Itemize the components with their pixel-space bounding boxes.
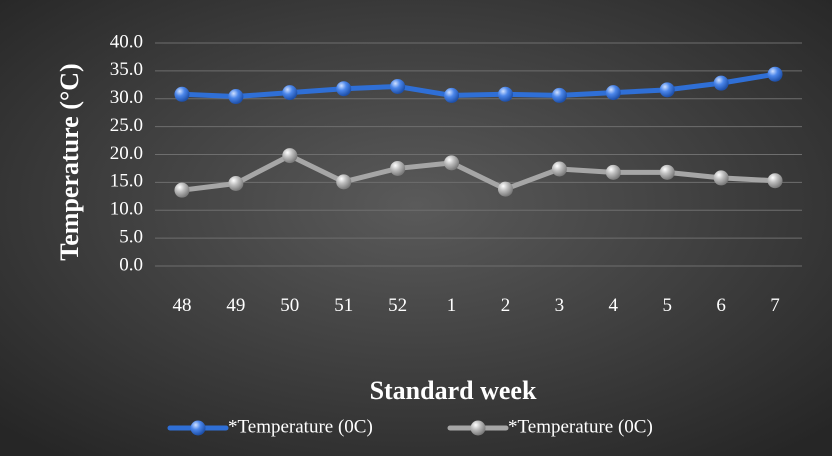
data-point [228,175,244,191]
series-1 [174,66,783,105]
series-line [179,71,778,100]
data-point [282,148,298,164]
x-tick-label: 52 [388,295,407,316]
y-tick-label: 20.0 [110,143,143,164]
x-tick-label: 7 [770,295,780,316]
y-tick-label: 0.0 [119,254,143,275]
data-point [174,182,190,198]
data-point [713,170,729,186]
x-tick-label: 2 [501,295,511,316]
y-tick-label: 15.0 [110,171,143,192]
data-point [390,160,406,176]
data-point [444,87,460,103]
data-point [551,87,567,103]
data-point [444,155,460,171]
data-point [659,82,675,98]
y-tick-label: 35.0 [110,59,143,80]
series-2 [174,148,783,198]
data-point [390,78,406,94]
data-point [228,89,244,105]
x-tick-label: 1 [447,295,457,316]
y-tick-label: 5.0 [119,226,143,247]
legend-item: *Temperature (0C) [167,416,373,437]
x-axis-title: Standard week [370,376,537,405]
data-point [336,174,352,190]
data-point [605,164,621,180]
data-point [659,164,675,180]
y-axis-title: Temperature (°C) [55,63,84,260]
data-point [282,85,298,101]
legend-label: *Temperature (0C) [508,416,653,437]
y-axis-ticks: 0.0 5.0 10.0 15.0 20.0 25.0 30.0 35.0 40.0 [110,31,143,275]
legend-marker [190,420,206,436]
x-tick-label: 4 [609,295,619,316]
data-point [174,86,190,102]
data-point [767,173,783,189]
x-tick-label: 48 [172,295,191,316]
legend-marker [470,420,486,436]
legend: *Temperature (0C) *Temperature (0C) [167,416,653,437]
data-point [551,161,567,177]
gridlines [155,42,802,267]
x-tick-label: 3 [555,295,565,316]
y-tick-label: 10.0 [110,199,143,220]
data-point [767,66,783,82]
y-tick-label: 40.0 [110,31,143,52]
x-tick-label: 6 [716,295,726,316]
y-tick-label: 25.0 [110,115,143,136]
data-point [605,85,621,101]
x-tick-label: 50 [280,295,299,316]
legend-label: *Temperature (0C) [228,416,373,437]
x-tick-label: 51 [334,295,353,316]
y-tick-label: 30.0 [110,87,143,108]
x-tick-label: 5 [662,295,672,316]
data-point [713,75,729,91]
series-line [179,153,778,193]
data-point [497,86,513,102]
data-series [174,66,783,198]
x-tick-label: 49 [226,295,245,316]
x-axis-ticks: 48 49 50 51 52 1 2 3 4 5 6 7 [172,295,779,316]
data-point [497,181,513,197]
data-point [336,81,352,97]
legend-item: *Temperature (0C) [447,416,653,437]
